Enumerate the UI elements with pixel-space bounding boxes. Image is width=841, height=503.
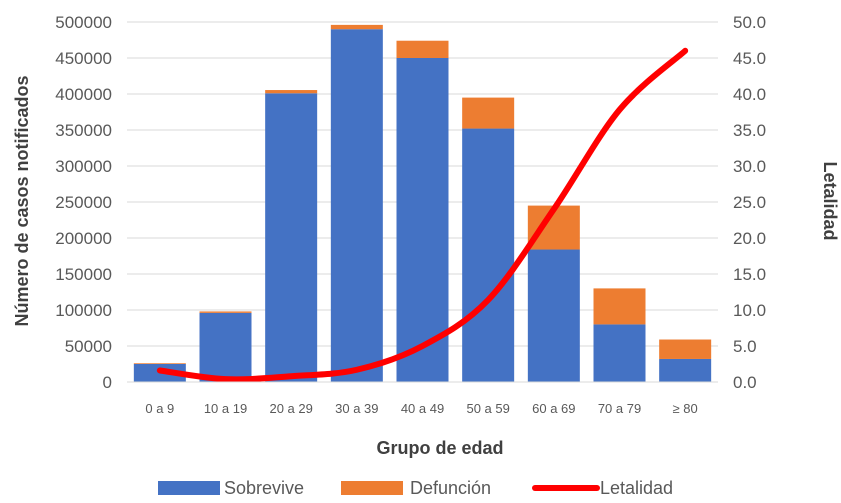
bars (133, 24, 712, 382)
x-tick-label: 50 a 59 (466, 401, 509, 416)
y2-tick-label: 40.0 (733, 85, 766, 104)
bar-sobrevive (265, 93, 318, 382)
y2-tick-label: 30.0 (733, 157, 766, 176)
line-series (156, 47, 689, 383)
legend: Sobrevive Defunción Letalidad (158, 478, 673, 498)
y-tick-label: 150000 (55, 265, 112, 284)
left-axis-ticks: 0 50000 100000 150000 200000 250000 300000 3500… (55, 13, 112, 392)
line-point-letalidad (619, 109, 620, 111)
y2-axis-title: Letalidad (820, 161, 840, 240)
x-tick-label: 30 a 39 (335, 401, 378, 416)
x-tick-label: 60 a 69 (532, 401, 575, 416)
bar-defuncion (133, 363, 186, 364)
y-tick-label: 450000 (55, 49, 112, 68)
bar-defuncion (462, 97, 515, 129)
legend-label-defuncion: Defunción (410, 478, 491, 498)
y-tick-label: 100000 (55, 301, 112, 320)
x-tick-label: 0 a 9 (145, 401, 174, 416)
bar-defuncion (330, 24, 383, 30)
y-tick-label: 250000 (55, 193, 112, 212)
line-point-letalidad (422, 345, 423, 347)
bar-defuncion (199, 311, 252, 313)
bar-sobrevive (593, 324, 646, 382)
bar-defuncion (265, 90, 318, 94)
bar-sobrevive (527, 249, 580, 382)
bar-sobrevive (659, 358, 712, 382)
y2-tick-label: 45.0 (733, 49, 766, 68)
y2-tick-label: 0.0 (733, 373, 757, 392)
x-tick-label: 70 a 79 (598, 401, 641, 416)
y-axis-title: Número de casos notificados (12, 75, 32, 326)
line-point-letalidad (684, 50, 686, 52)
legend-label-sobrevive: Sobrevive (224, 478, 304, 498)
legend-swatch-sobrevive (158, 481, 220, 495)
y-tick-label: 300000 (55, 157, 112, 176)
y2-tick-label: 20.0 (733, 229, 766, 248)
y2-tick-label: 25.0 (733, 193, 766, 212)
line-point-letalidad (553, 208, 555, 210)
bar-defuncion (659, 339, 712, 359)
line-point-letalidad (225, 378, 226, 380)
y-tick-label: 200000 (55, 229, 112, 248)
bar-sobrevive (462, 128, 515, 382)
y2-tick-label: 5.0 (733, 337, 757, 356)
bar-sobrevive (396, 58, 449, 382)
legend-swatch-defuncion (341, 481, 403, 495)
bar-defuncion (396, 40, 449, 58)
bar-sobrevive (330, 29, 383, 382)
bar-defuncion (593, 288, 646, 325)
line-letalidad (156, 47, 689, 383)
legend-label-letalidad: Letalidad (600, 478, 673, 498)
y-tick-label: 500000 (55, 13, 112, 32)
line-point-letalidad (356, 369, 358, 371)
x-tick-label: 10 a 19 (204, 401, 247, 416)
x-axis-ticks: 0 a 9 10 a 19 20 a 29 30 a 39 40 a 49 50 a 59… (127, 381, 718, 416)
y-tick-label: 350000 (55, 121, 112, 140)
bar-sobrevive (199, 312, 252, 382)
line-point-letalidad (159, 369, 161, 371)
y2-tick-label: 50.0 (733, 13, 766, 32)
y2-tick-label: 35.0 (733, 121, 766, 140)
right-axis-ticks: 0.0 5.0 10.0 15.0 20.0 25.0 30.0 35.0 40.0 45.0 50… (733, 13, 766, 392)
y-tick-label: 50000 (65, 337, 112, 356)
y2-tick-label: 15.0 (733, 265, 766, 284)
line-point-letalidad (487, 299, 489, 301)
y2-tick-label: 10.0 (733, 301, 766, 320)
y-tick-label: 400000 (55, 85, 112, 104)
x-tick-label: 20 a 29 (269, 401, 312, 416)
y-tick-label: 0 (103, 373, 112, 392)
x-tick-label: 40 a 49 (401, 401, 444, 416)
line-point-letalidad (290, 375, 292, 377)
x-tick-label: ≥ 80 (673, 401, 698, 416)
x-axis-title: Grupo de edad (376, 438, 503, 458)
